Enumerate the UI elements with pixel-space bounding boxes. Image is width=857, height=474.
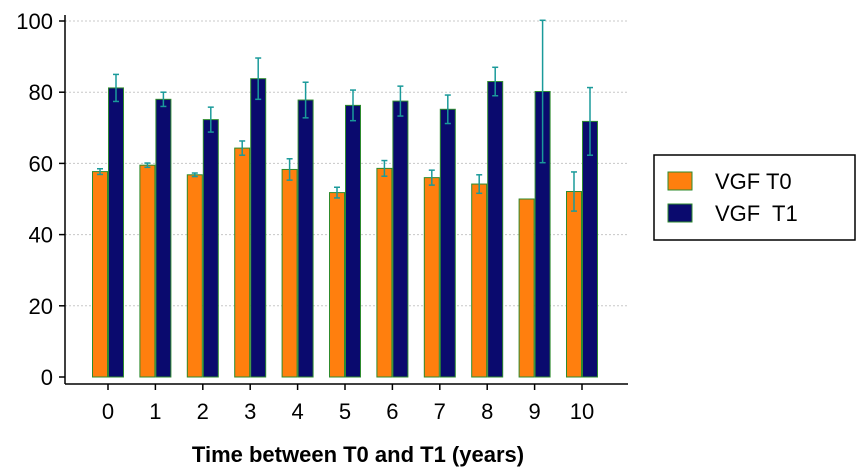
legend-label-t0: VGF T0 — [715, 169, 792, 194]
y-tick-label: 20 — [29, 294, 53, 319]
x-tick-label: 7 — [434, 399, 446, 424]
x-tick-label: 6 — [386, 399, 398, 424]
bars — [92, 19, 598, 378]
y-tick-label: 60 — [29, 151, 53, 176]
x-ticks: 0 1 2 3 4 5 6 7 8 9 10 — [102, 384, 594, 424]
bar-series-0 — [376, 167, 393, 378]
bar-series-0 — [518, 198, 535, 378]
y-tick-label: 80 — [29, 80, 53, 105]
bar-series-0 — [234, 147, 251, 378]
y-ticks: 0 20 40 60 80 100 — [16, 9, 65, 390]
legend-box — [653, 154, 856, 241]
bar-series-1 — [250, 78, 267, 378]
bar-series-0 — [92, 171, 108, 378]
y-tick-label: 100 — [16, 9, 53, 34]
bar-series-1 — [202, 119, 219, 378]
x-axis-title: Time between T0 and T1 (years) — [192, 442, 524, 467]
bar-series-0 — [471, 183, 488, 378]
x-tick-label: 2 — [197, 399, 209, 424]
x-tick-label: 9 — [528, 399, 540, 424]
bar-series-0 — [139, 164, 156, 378]
bar-series-0 — [281, 168, 298, 378]
bar-series-0 — [566, 191, 582, 378]
x-tick-label: 3 — [244, 399, 256, 424]
bar-series-1 — [582, 120, 598, 378]
bar-series-1 — [297, 99, 314, 378]
bar-series-1 — [155, 98, 172, 378]
bar-series-0 — [186, 174, 203, 378]
x-tick-label: 10 — [570, 399, 594, 424]
y-tick-label: 0 — [41, 365, 53, 390]
bar-series-1 — [439, 108, 456, 378]
legend-swatch-t0 — [667, 171, 693, 191]
bar-series-1 — [345, 104, 361, 378]
legend-label-t1: VGF T1 — [715, 201, 798, 226]
bar-series-1 — [487, 81, 504, 378]
x-tick-label: 8 — [481, 399, 493, 424]
bar-series-1 — [392, 100, 409, 378]
x-tick-label: 0 — [102, 399, 114, 424]
legend: VGF T0 VGF T1 — [653, 154, 856, 241]
y-tick-label: 40 — [29, 223, 53, 248]
bar-series-0 — [423, 177, 440, 378]
bar-series-0 — [329, 192, 345, 378]
x-tick-label: 1 — [149, 399, 161, 424]
legend-swatch-t1 — [667, 203, 693, 223]
x-tick-label: 4 — [291, 399, 303, 424]
x-tick-label: 5 — [339, 399, 351, 424]
bar-series-1 — [108, 87, 124, 378]
